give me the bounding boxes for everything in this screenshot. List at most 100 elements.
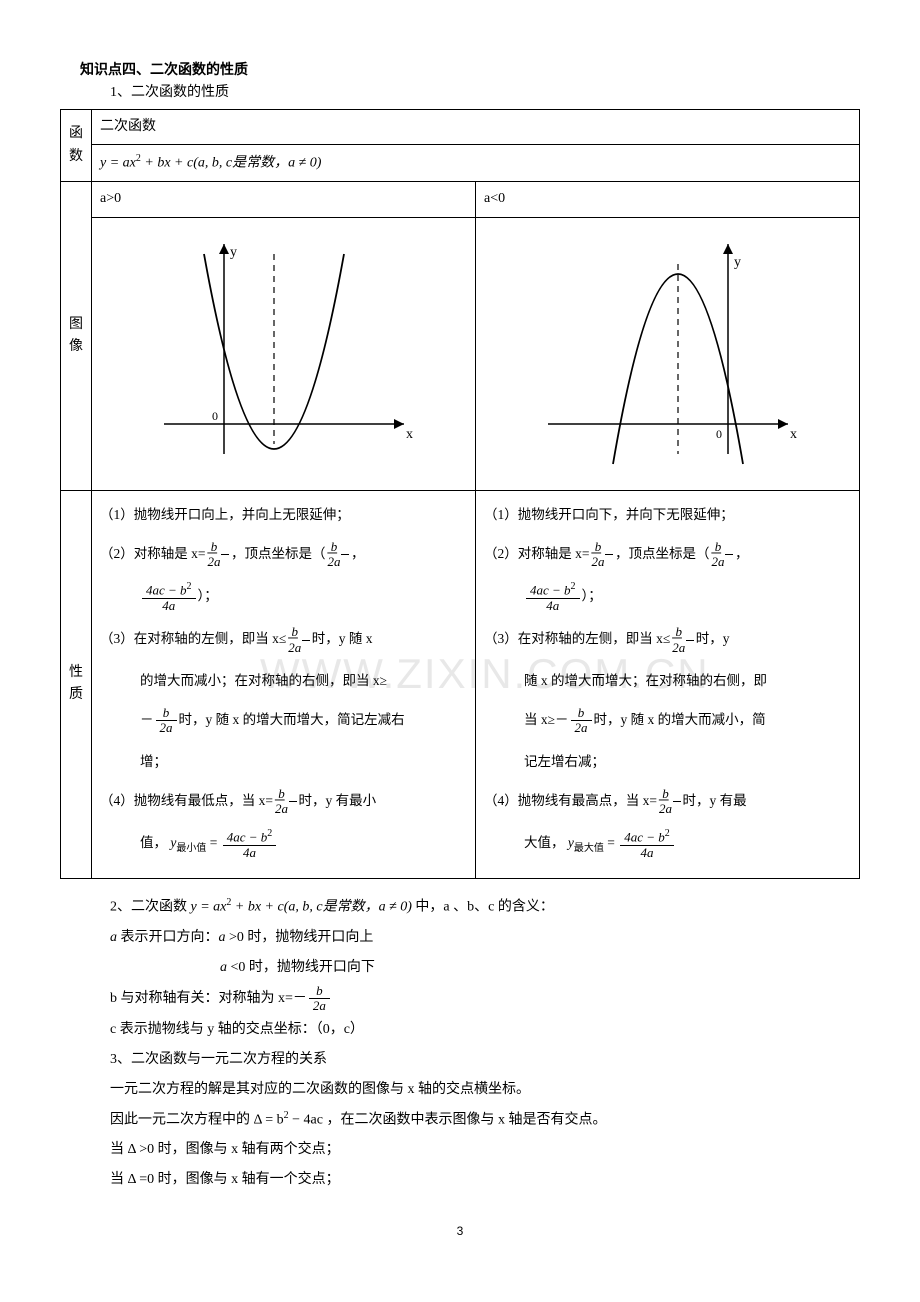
txt: 时，y 随 x: [312, 631, 373, 646]
num: b: [156, 706, 177, 721]
den: 4a: [526, 599, 580, 613]
header-label: 二次函数: [92, 109, 860, 144]
num: 4ac − b: [530, 583, 571, 598]
note-line: 当 Δ >0 时，图像与 x 轴有两个交点；: [110, 1136, 860, 1164]
frac-b-2a: b2a: [302, 625, 310, 655]
txt: （3）在对称轴的左侧，即当 x≤－: [100, 631, 300, 646]
x-axis-label: x: [790, 427, 797, 442]
note-line: 因此一元二次方程中的 Δ = b2 − 4ac ，在二次函数中表示图像与 x 轴…: [110, 1106, 860, 1135]
prop-text: 随 x 的增大而增大；在对称轴的右侧，即: [524, 667, 851, 694]
txt: b 与对称轴有关：对称轴为 x=－: [110, 991, 307, 1006]
section-title: 知识点四、二次函数的性质: [80, 60, 860, 82]
subsection-1: 1、二次函数的性质: [110, 82, 860, 104]
txt: 2、二次函数: [110, 900, 191, 915]
frac-b-2a: b2a: [221, 540, 229, 570]
num: 4ac − b: [146, 583, 187, 598]
txt: + bx + c(a, b, c是常数，a ≠ 0): [231, 900, 412, 915]
txt: ，顶点坐标是（－: [615, 546, 723, 561]
note-line: 3、二次函数与一元二次方程的关系: [110, 1046, 860, 1074]
prop-text: 4ac − b24a）；: [524, 581, 851, 613]
prop-text: （4）抛物线有最低点，当 x=－b2a时，y 有最小: [122, 787, 467, 817]
den: 2a: [289, 802, 297, 816]
frac-b-2a: b2a: [605, 540, 613, 570]
sup: 2: [187, 581, 192, 592]
txt: − 4ac ，在二次函数中表示图像与 x 轴是否有交点。: [289, 1112, 607, 1127]
num: b: [341, 540, 349, 555]
num: b: [221, 540, 229, 555]
frac-b-2a: b2a: [725, 540, 733, 570]
txt: 值，: [140, 835, 167, 850]
den: 2a: [605, 555, 613, 569]
y-axis-label: y: [230, 245, 237, 260]
prop-text: （2）对称轴是 x=－b2a，顶点坐标是（－b2a，: [506, 540, 851, 570]
num: b: [302, 625, 310, 640]
frac-b-2a: b2a: [341, 540, 349, 570]
den: 2a: [571, 721, 592, 735]
den: 2a: [686, 641, 694, 655]
prop-text: 4ac − b2 4a）；: [140, 581, 467, 613]
page-number: 3: [60, 1222, 860, 1241]
txt: 当 x≥－: [524, 712, 569, 727]
formula-cell: y = ax2 + bx + c(a, b, c是常数，a ≠ 0): [92, 145, 860, 182]
frac-b-2a: b2a: [156, 706, 177, 736]
prop-text: （3）在对称轴的左侧，即当 x≤－b2a时，y 随 x: [122, 625, 467, 655]
note-line: a a 表示开口方向：a >0 时，抛物线开口向上表示开口方向：a >0 时，抛…: [110, 924, 860, 952]
graph-up-cell: y x 0: [92, 217, 476, 490]
txt: 时，y 有最: [683, 793, 747, 808]
den: 2a: [341, 555, 349, 569]
txt: ）；: [198, 588, 218, 603]
note-line: b 与对称轴有关：对称轴为 x=－b2a: [110, 984, 860, 1014]
txt: 因此一元二次方程中的 Δ = b: [110, 1112, 284, 1127]
frac-b-2a: b2a: [289, 787, 297, 817]
frac-disc: 4ac − b24a: [620, 828, 674, 860]
txt: 时，y 随 x 的增大而减小，简: [594, 712, 766, 727]
prop-text: 的增大而减小；在对称轴的右侧，即当 x≥: [140, 667, 467, 694]
sub: 最小值: [176, 843, 206, 854]
parabola-up-icon: y x 0: [144, 224, 424, 484]
den: 2a: [725, 555, 733, 569]
frac-disc: 4ac − b24a: [526, 581, 580, 613]
txt: （4）抛物线有最高点，当 x=－: [484, 793, 671, 808]
txt: y = ax: [191, 900, 227, 915]
frac-b-2a: b2a: [686, 625, 694, 655]
properties-table: 函数 二次函数 y = ax2 + bx + c(a, b, c是常数，a ≠ …: [60, 109, 860, 879]
note-line: c 表示抛物线与 y 轴的交点坐标：（0，c）: [110, 1016, 860, 1044]
col-header-a-gt-0: a>0: [92, 182, 476, 217]
num: b: [571, 706, 592, 721]
prop-text: －b2a时，y 随 x 的增大而增大，简记左减右: [140, 706, 467, 736]
txt: 时，y 随 x 的增大而增大，简记左减右: [179, 712, 405, 727]
frac-b-2a: b2a: [309, 984, 330, 1014]
den: 2a: [309, 999, 330, 1013]
prop-text: 增；: [140, 748, 467, 775]
row-label-graph: 图像: [61, 182, 92, 490]
formula-rest: + bx + c(a, b, c是常数，a ≠ 0): [141, 156, 322, 171]
origin-label: 0: [716, 427, 722, 441]
frac-disc: 4ac − b24a: [223, 828, 277, 860]
note-line: 当 Δ =0 时，图像与 x 轴有一个交点；: [110, 1166, 860, 1194]
den: 4a: [223, 846, 277, 860]
den: 4a: [142, 599, 196, 613]
txt: ，顶点坐标是（－: [231, 546, 339, 561]
prop-text: 当 x≥－b2a时，y 随 x 的增大而减小，简: [524, 706, 851, 736]
num: b: [309, 984, 330, 999]
num: b: [673, 787, 681, 802]
den: 2a: [673, 802, 681, 816]
txt: 时，y: [696, 631, 730, 646]
prop-text: （3）在对称轴的左侧，即当 x≤－b2a时，y: [506, 625, 851, 655]
prop-text: （1）抛物线开口向下，并向下无限延伸；: [506, 501, 851, 528]
num: b: [605, 540, 613, 555]
parabola-down-icon: y x 0: [528, 224, 808, 484]
table-row: y = ax2 + bx + c(a, b, c是常数，a ≠ 0): [61, 145, 860, 182]
prop-text: （2）对称轴是 x=－b2a，顶点坐标是（－b2a，: [122, 540, 467, 570]
sub: 最大值: [574, 843, 604, 854]
txt: －: [140, 712, 154, 727]
col-header-a-lt-0: a<0: [476, 182, 860, 217]
sup: 2: [267, 828, 272, 839]
origin-label: 0: [212, 409, 218, 423]
row-label-function: 函数: [61, 109, 92, 181]
note-line: 2、二次函数 y = ax2 + bx + c(a, b, c是常数，a ≠ 0…: [110, 893, 860, 922]
table-row: y x 0 y x 0: [61, 217, 860, 490]
txt: ，: [351, 546, 365, 561]
txt: （3）在对称轴的左侧，即当 x≤－: [484, 631, 684, 646]
txt: （2）对称轴是 x=－: [484, 546, 603, 561]
